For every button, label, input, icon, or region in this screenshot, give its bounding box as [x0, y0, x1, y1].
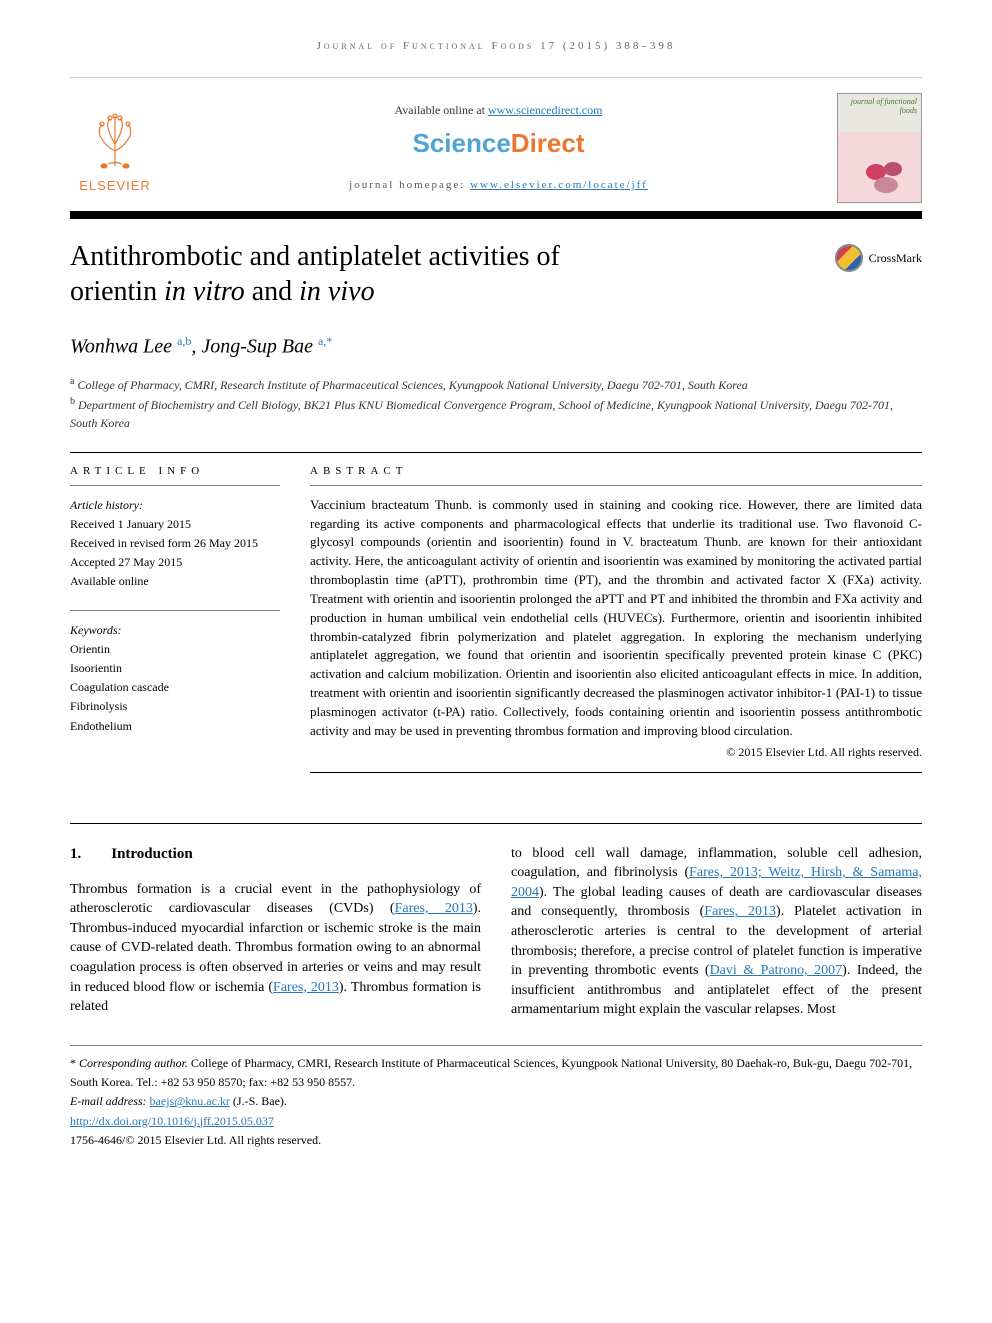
journal-cover-image-icon	[861, 157, 911, 197]
aff-b-text: Department of Biochemistry and Cell Biol…	[70, 398, 893, 430]
crossmark-icon	[835, 244, 863, 272]
author2-sup: a,*	[318, 334, 332, 348]
intro-col-left: 1. Introduction Thrombus formation is a …	[70, 844, 481, 1020]
article-info-heading: ARTICLE INFO	[70, 453, 280, 486]
history-received: Received 1 January 2015	[70, 515, 280, 534]
abstract-heading: ABSTRACT	[310, 453, 922, 486]
abstract-bottom-rule	[310, 772, 922, 773]
abstract-column: ABSTRACT Vaccinium bracteatum Thunb. is …	[310, 453, 922, 773]
homepage-url[interactable]: www.elsevier.com/locate/jff	[470, 179, 648, 191]
aff-a-text: College of Pharmacy, CMRI, Research Inst…	[74, 378, 747, 392]
corr-text: College of Pharmacy, CMRI, Research Inst…	[70, 1056, 912, 1089]
running-head: Journal of Functional Foods 17 (2015) 38…	[70, 40, 922, 52]
sciencedirect-logo[interactable]: ScienceDirect	[160, 128, 837, 159]
title-ital2: in vivo	[299, 276, 374, 307]
history-accepted: Accepted 27 May 2015	[70, 553, 280, 572]
email-line: E-mail address: baejs@knu.ac.kr (J.-S. B…	[70, 1092, 922, 1111]
intro-col-right: to blood cell wall damage, inflammation,…	[511, 844, 922, 1020]
history-label: Article history:	[70, 496, 280, 515]
title-line2a: orientin	[70, 276, 164, 307]
keyword: Fibrinolysis	[70, 697, 280, 716]
title-mid: and	[245, 276, 299, 307]
title-ital1: in vitro	[164, 276, 245, 307]
available-prefix: Available online at	[395, 103, 488, 117]
crossmark-button[interactable]: CrossMark	[835, 244, 922, 272]
header-center: Available online at www.sciencedirect.co…	[160, 93, 837, 191]
footer-rule	[70, 1045, 922, 1046]
elsevier-logo[interactable]: ELSEVIER	[70, 93, 160, 193]
keyword: Isoorientin	[70, 659, 280, 678]
email-label: E-mail address:	[70, 1094, 150, 1108]
journal-homepage: journal homepage: www.elsevier.com/locat…	[160, 179, 837, 191]
journal-cover[interactable]: journal of functional foods	[837, 93, 922, 203]
article-info: ARTICLE INFO Article history: Received 1…	[70, 453, 280, 773]
header-rule	[70, 211, 922, 219]
footer: * Corresponding author. College of Pharm…	[70, 1054, 922, 1150]
sd-direct: Direct	[511, 128, 585, 158]
doi-link[interactable]: http://dx.doi.org/10.1016/j.jff.2015.05.…	[70, 1114, 274, 1128]
email-link[interactable]: baejs@knu.ac.kr	[150, 1094, 230, 1108]
keywords-block: Keywords: Orientin Isoorientin Coagulati…	[70, 610, 280, 736]
doi-line: http://dx.doi.org/10.1016/j.jff.2015.05.…	[70, 1112, 922, 1131]
citation-link[interactable]: Fares, 2013	[273, 980, 339, 995]
author1-sup: a,b	[177, 334, 191, 348]
corresponding-author: * Corresponding author. College of Pharm…	[70, 1054, 922, 1092]
elsevier-tree-icon	[80, 106, 150, 176]
abstract-copyright: © 2015 Elsevier Ltd. All rights reserved…	[310, 745, 922, 760]
affiliation-b: b Department of Biochemistry and Cell Bi…	[70, 394, 922, 432]
citation-link[interactable]: Davi & Patrono, 2007	[710, 963, 843, 978]
available-online: Available online at www.sciencedirect.co…	[160, 103, 837, 118]
affiliations: a College of Pharmacy, CMRI, Research In…	[70, 374, 922, 432]
authors: Wonhwa Lee a,b, Jong-Sup Bae a,*	[70, 334, 922, 359]
keyword: Endothelium	[70, 717, 280, 736]
elsevier-wordmark: ELSEVIER	[79, 178, 151, 193]
history-online: Available online	[70, 572, 280, 591]
info-abstract-row: ARTICLE INFO Article history: Received 1…	[70, 452, 922, 773]
history-revised: Received in revised form 26 May 2015	[70, 534, 280, 553]
corr-marker: *	[70, 1056, 79, 1070]
issn-line: 1756-4646/© 2015 Elsevier Ltd. All right…	[70, 1131, 922, 1150]
sd-science: Science	[413, 128, 511, 158]
intro-columns: 1. Introduction Thrombus formation is a …	[70, 844, 922, 1020]
title-line1: Antithrombotic and antiplatelet activiti…	[70, 241, 560, 272]
affiliation-a: a College of Pharmacy, CMRI, Research In…	[70, 374, 922, 394]
article-history: Article history: Received 1 January 2015…	[70, 496, 280, 592]
journal-cover-title: journal of functional foods	[842, 98, 917, 116]
crossmark-label: CrossMark	[869, 251, 922, 266]
citation-link[interactable]: Fares, 2013	[395, 901, 473, 916]
author1-name[interactable]: Wonhwa Lee	[70, 336, 172, 358]
citation-link[interactable]: Fares, 2013	[704, 904, 776, 919]
corr-label: Corresponding author.	[79, 1056, 188, 1070]
author2-name[interactable]: , Jong-Sup Bae	[191, 336, 313, 358]
article-title: Antithrombotic and antiplatelet activiti…	[70, 239, 835, 309]
keywords-label: Keywords:	[70, 621, 280, 640]
sciencedirect-url[interactable]: www.sciencedirect.com	[488, 103, 603, 117]
intro-top-rule	[70, 823, 922, 824]
email-suffix: (J.-S. Bae).	[230, 1094, 287, 1108]
section-title: Introduction	[111, 844, 192, 865]
section-heading: 1. Introduction	[70, 844, 481, 865]
keyword: Coagulation cascade	[70, 678, 280, 697]
intro-paragraph-left: Thrombus formation is a crucial event in…	[70, 880, 481, 1017]
keyword: Orientin	[70, 640, 280, 659]
title-row: Antithrombotic and antiplatelet activiti…	[70, 239, 922, 309]
intro-paragraph-right: to blood cell wall damage, inflammation,…	[511, 844, 922, 1020]
homepage-prefix: journal homepage:	[349, 179, 470, 191]
abstract-text: Vaccinium bracteatum Thunb. is commonly …	[310, 496, 922, 741]
journal-header: ELSEVIER Available online at www.science…	[70, 77, 922, 203]
section-number: 1.	[70, 844, 81, 865]
